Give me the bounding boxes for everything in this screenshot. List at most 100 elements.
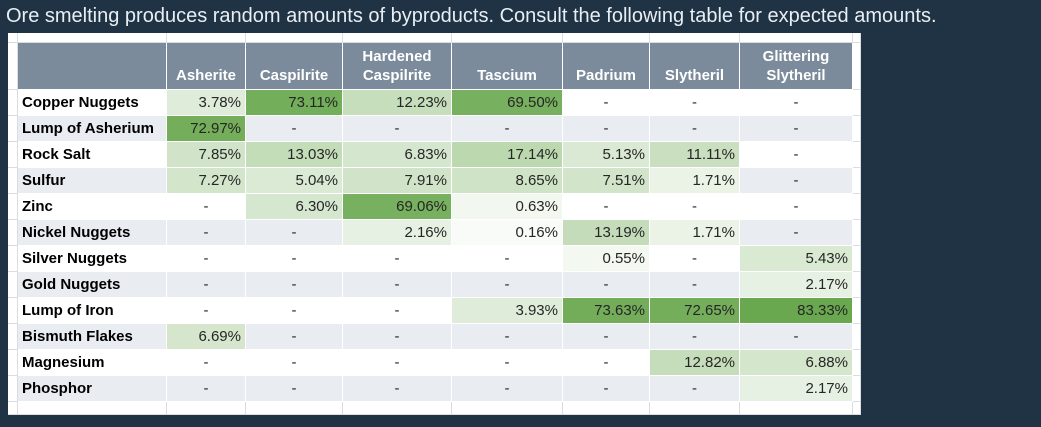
sheet-margin-cell: [8, 298, 18, 324]
value-cell-empty: -: [452, 324, 563, 350]
column-header-label: Slytheril: [664, 67, 725, 84]
row-label-zinc: Zinc: [18, 194, 167, 220]
column-header-label: Padrium: [575, 67, 636, 84]
value-cell-empty: -: [563, 90, 650, 116]
value-cell-empty: -: [563, 376, 650, 402]
value-cell-empty: -: [343, 324, 452, 350]
sheet-margin-cell: [563, 402, 650, 415]
sheet-margin-cell: [853, 402, 861, 415]
value-cell-empty: -: [563, 350, 650, 376]
value-cell-empty: -: [167, 272, 246, 298]
value-cell-empty: -: [650, 246, 740, 272]
value-cell-empty: -: [343, 116, 452, 142]
sheet-margin-cell: [853, 350, 861, 376]
sheet-margin-cell: [8, 220, 18, 246]
value-cell-empty: -: [563, 194, 650, 220]
sheet-margin-cell: [8, 376, 18, 402]
value-cell-empty: -: [246, 376, 343, 402]
sheet-margin-cell: [853, 142, 861, 168]
value-cell-empty: -: [167, 298, 246, 324]
value-cell-empty: -: [343, 298, 452, 324]
column-header-tascium: Tascium: [452, 43, 563, 90]
row-label-sulfur: Sulfur: [18, 168, 167, 194]
value-cell-silver-nuggets-padrium: 0.55%: [563, 246, 650, 272]
page-title: Ore smelting produces random amounts of …: [6, 5, 937, 27]
value-cell-empty: -: [563, 272, 650, 298]
sheet-margin-cell: [8, 324, 18, 350]
value-cell-empty: -: [246, 116, 343, 142]
value-cell-gold-nuggets-glittering-slytheril: 2.17%: [740, 272, 853, 298]
sheet-margin-cell: [8, 142, 18, 168]
value-cell-empty: -: [246, 298, 343, 324]
sheet-margin-cell: [8, 194, 18, 220]
value-cell-empty: -: [650, 272, 740, 298]
sheet-margin-cell: [853, 90, 861, 116]
sheet-margin-cell: [18, 402, 167, 415]
sheet-margin-cell: [8, 90, 18, 116]
column-header-label: Hardened Caspilrite: [362, 48, 432, 84]
value-cell-empty: -: [167, 194, 246, 220]
value-cell-zinc-caspilrite: 6.30%: [246, 194, 343, 220]
value-cell-sulfur-asherite: 7.27%: [167, 168, 246, 194]
sheet-margin-cell: [853, 324, 861, 350]
sheet-margin-cell: [167, 402, 246, 415]
row-label-copper-nuggets: Copper Nuggets: [18, 90, 167, 116]
column-header-label: Asherite: [175, 67, 237, 84]
value-cell-sulfur-padrium: 7.51%: [563, 168, 650, 194]
value-cell-rock-salt-hardened-caspilrite: 6.83%: [343, 142, 452, 168]
value-cell-empty: -: [343, 246, 452, 272]
column-header-caspilrite: Caspilrite: [246, 43, 343, 90]
column-header-asherite: Asherite: [167, 43, 246, 90]
sheet-margin-cell: [853, 168, 861, 194]
row-label-silver-nuggets: Silver Nuggets: [18, 246, 167, 272]
column-header-padrium: Padrium: [563, 43, 650, 90]
value-cell-empty: -: [452, 376, 563, 402]
sheet-margin-cell: [740, 33, 853, 43]
byproducts-table: Asherite Caspilrite Hardened Caspilrite Tas…: [8, 33, 861, 415]
value-cell-empty: -: [246, 220, 343, 246]
value-cell-zinc-hardened-caspilrite: 69.06%: [343, 194, 452, 220]
value-cell-copper-nuggets-caspilrite: 73.11%: [246, 90, 343, 116]
sheet-margin-cell: [8, 350, 18, 376]
value-cell-silver-nuggets-glittering-slytheril: 5.43%: [740, 246, 853, 272]
row-label-lump-of-iron: Lump of Iron: [18, 298, 167, 324]
sheet-margin-cell: [740, 402, 853, 415]
sheet-margin-cell: [853, 298, 861, 324]
sheet-margin-cell: [650, 33, 740, 43]
sheet-margin-cell: [8, 33, 18, 43]
value-cell-empty: -: [452, 116, 563, 142]
column-header-label: Tascium: [477, 67, 537, 84]
value-cell-empty: -: [740, 142, 853, 168]
sheet-margin-cell: [8, 402, 18, 415]
value-cell-lump-of-iron-tascium: 3.93%: [452, 298, 563, 324]
value-cell-empty: -: [563, 324, 650, 350]
value-cell-empty: -: [650, 194, 740, 220]
sheet-margin-cell: [853, 43, 861, 90]
value-cell-sulfur-caspilrite: 5.04%: [246, 168, 343, 194]
value-cell-empty: -: [167, 350, 246, 376]
row-label-bismuth-flakes: Bismuth Flakes: [18, 324, 167, 350]
sheet-margin-cell: [853, 220, 861, 246]
value-cell-nickel-nuggets-hardened-caspilrite: 2.16%: [343, 220, 452, 246]
value-cell-lump-of-asherium-asherite: 72.97%: [167, 116, 246, 142]
row-label-phosphor: Phosphor: [18, 376, 167, 402]
value-cell-phosphor-glittering-slytheril: 2.17%: [740, 376, 853, 402]
value-cell-empty: -: [343, 376, 452, 402]
value-cell-empty: -: [452, 272, 563, 298]
value-cell-copper-nuggets-hardened-caspilrite: 12.23%: [343, 90, 452, 116]
value-cell-empty: -: [650, 324, 740, 350]
value-cell-empty: -: [740, 168, 853, 194]
value-cell-empty: -: [563, 116, 650, 142]
sheet-margin-cell: [8, 246, 18, 272]
value-cell-empty: -: [167, 246, 246, 272]
value-cell-empty: -: [452, 350, 563, 376]
column-header-slytheril: Slytheril: [650, 43, 740, 90]
value-cell-empty: -: [452, 246, 563, 272]
sheet-margin-cell: [853, 246, 861, 272]
sheet-margin-cell: [563, 33, 650, 43]
sheet-margin-cell: [8, 272, 18, 298]
value-cell-sulfur-slytheril: 1.71%: [650, 168, 740, 194]
value-cell-empty: -: [167, 220, 246, 246]
value-cell-copper-nuggets-asherite: 3.78%: [167, 90, 246, 116]
